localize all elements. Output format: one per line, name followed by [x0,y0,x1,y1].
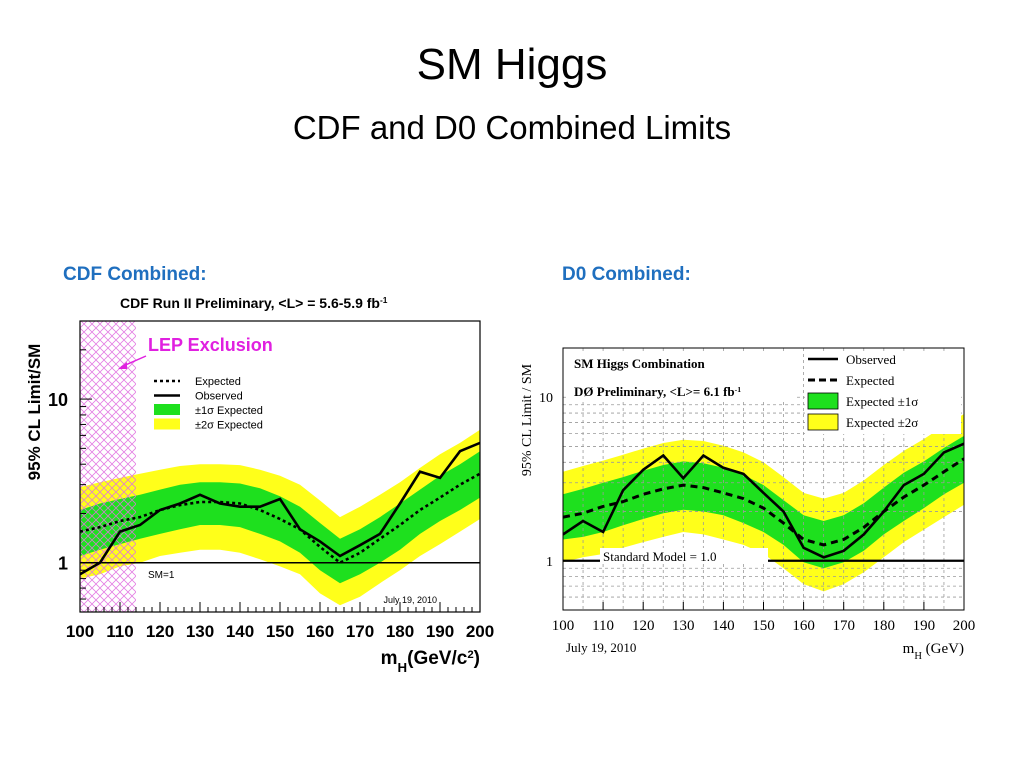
cdf-date-label: July 19, 2010 [383,595,437,605]
cdf-legend-label: ±1σ Expected [195,405,263,417]
cdf-observed-line [80,441,480,576]
d0-observed-line [563,442,964,559]
d0-y-tick-label: 1 [546,555,553,570]
cdf-sm-line-label: SM=1 [148,570,175,581]
d0-y-tick-label: 10 [539,391,553,406]
d0-legend-label: Expected ±2σ [846,415,918,430]
d0-x-tick-label: 140 [712,618,735,634]
d0-legend-green-swatch [807,392,839,410]
d0-x-tick-label: 110 [592,618,614,634]
cdf-x-tick-label: 200 [466,622,494,641]
cdf-x-tick-label: 120 [146,622,174,641]
d0-y-axis-label: 95% CL Limit / SM [520,363,535,476]
cdf-x-tick-label: 190 [426,622,454,641]
cdf-panel-label: CDF Combined: [63,264,207,285]
cdf-legend-yellow-swatch [154,418,180,430]
lep-exclusion-region [80,321,136,612]
lep-arrow-head [118,362,127,369]
cdf-x-tick-label: 160 [306,622,334,641]
cdf-x-tick-label: 140 [226,622,254,641]
d0-legend-label: Observed [846,352,896,367]
cdf-legend-label: Observed [195,391,243,403]
d0-header-line1: SM Higgs Combination [574,356,706,371]
cdf-expected-line [80,472,480,565]
d0-x-tick-label: 130 [672,618,695,634]
cdf-y-axis-label: 95% CL Limit/SM [25,344,44,481]
slide-title: SM Higgs [416,40,608,89]
d0-x-tick-label: 200 [953,618,976,634]
d0-x-tick-label: 120 [632,618,655,634]
d0-x-tick-label: 150 [752,618,775,634]
d0-sm-line-label: Standard Model = 1.0 [603,549,716,564]
d0-x-tick-label: 190 [913,618,936,634]
d0-header-background [568,352,794,402]
cdf-band-1sigma [80,451,480,584]
cdf-x-tick-label: 170 [346,622,374,641]
lep-exclusion-label: LEP Exclusion [148,335,273,355]
cdf-y-tick-label: 1 [58,554,68,574]
d0-x-tick-label: 160 [792,618,815,634]
d0-expected-line [563,457,964,547]
d0-legend-yellow-swatch [807,413,839,431]
d0-sm-label-background [600,548,768,564]
d0-x-tick-label: 170 [832,618,855,634]
cdf-legend-label: ±2σ Expected [195,420,263,432]
cdf-legend-green-swatch [154,404,180,415]
d0-legend-label: Expected ±1σ [846,394,918,409]
d0-date-label: July 19, 2010 [566,640,636,655]
cdf-x-tick-label: 130 [186,622,214,641]
cdf-chart-header: CDF Run II Preliminary, <L> = 5.6-5.9 fb… [120,295,388,311]
cdf-x-axis-label: mH(GeV/c2) [381,648,480,675]
cdf-x-tick-label: 180 [386,622,414,641]
d0-header-line2: DØ Preliminary, <L>= 6.1 fb-1 [574,384,741,399]
cdf-y-tick-label: 10 [48,390,68,410]
d0-x-axis-label: mH (GeV) [903,641,964,662]
cdf-plot-area [80,321,480,612]
cdf-x-tick-label: 100 [66,622,94,641]
d0-x-tick-label: 100 [552,618,575,634]
cdf-x-tick-label: 150 [266,622,294,641]
d0-panel-label: D0 Combined: [562,264,691,285]
cdf-legend-label: Expected [195,376,241,388]
cdf-x-tick-label: 110 [106,622,133,641]
d0-legend-label: Expected [846,373,895,388]
d0-x-tick-label: 180 [873,618,896,634]
slide-subtitle: CDF and D0 Combined Limits [292,109,732,146]
